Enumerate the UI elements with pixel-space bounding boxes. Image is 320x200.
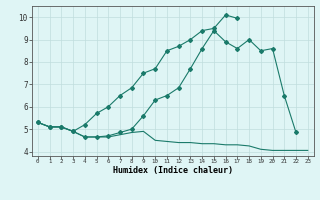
X-axis label: Humidex (Indice chaleur): Humidex (Indice chaleur) [113, 166, 233, 175]
